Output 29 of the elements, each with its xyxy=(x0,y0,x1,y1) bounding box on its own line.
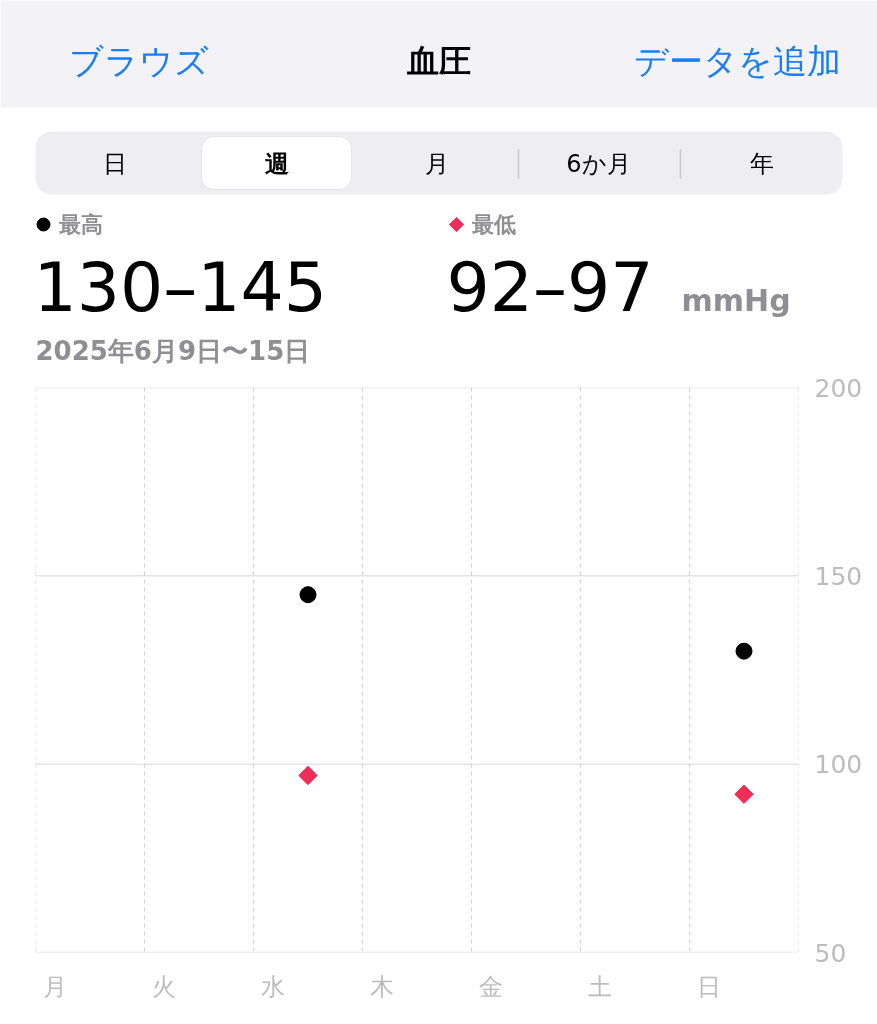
text: 月 xyxy=(424,149,449,178)
text: データを追加 xyxy=(633,40,841,81)
y-tick-label: 100 xyxy=(814,750,863,780)
x-tick-label: 木 xyxy=(370,972,395,1001)
text: 92–97 xyxy=(446,248,654,327)
legend-label: 最高 xyxy=(57,212,103,237)
y-tick-label: 150 xyxy=(814,561,863,591)
y-tick-label: 50 xyxy=(814,938,847,968)
x-tick-label: 金 xyxy=(479,972,504,1001)
text: 年 xyxy=(749,149,774,178)
text: 130–145 xyxy=(33,248,328,327)
chart-subtitle: 2025年6月9日〜15日 xyxy=(35,335,311,366)
text: 日 xyxy=(102,149,127,178)
x-tick-label: 日 xyxy=(697,972,722,1001)
legend-label: 最低 xyxy=(470,212,516,237)
text: mmHg xyxy=(681,283,791,318)
chart-title: 血圧 xyxy=(405,41,471,80)
x-tick-label: 火 xyxy=(152,972,177,1001)
x-tick-label: 水 xyxy=(261,972,286,1001)
point xyxy=(735,642,753,660)
x-tick-label: 土 xyxy=(588,972,613,1001)
text: ブラウズ xyxy=(68,40,209,81)
point xyxy=(298,765,318,786)
y-tick-label: 200 xyxy=(814,373,863,403)
x-tick-label: 月 xyxy=(43,972,68,1001)
point xyxy=(734,784,754,804)
point xyxy=(299,586,317,604)
text: 週 xyxy=(264,149,289,178)
text: 6か月 xyxy=(566,149,631,178)
